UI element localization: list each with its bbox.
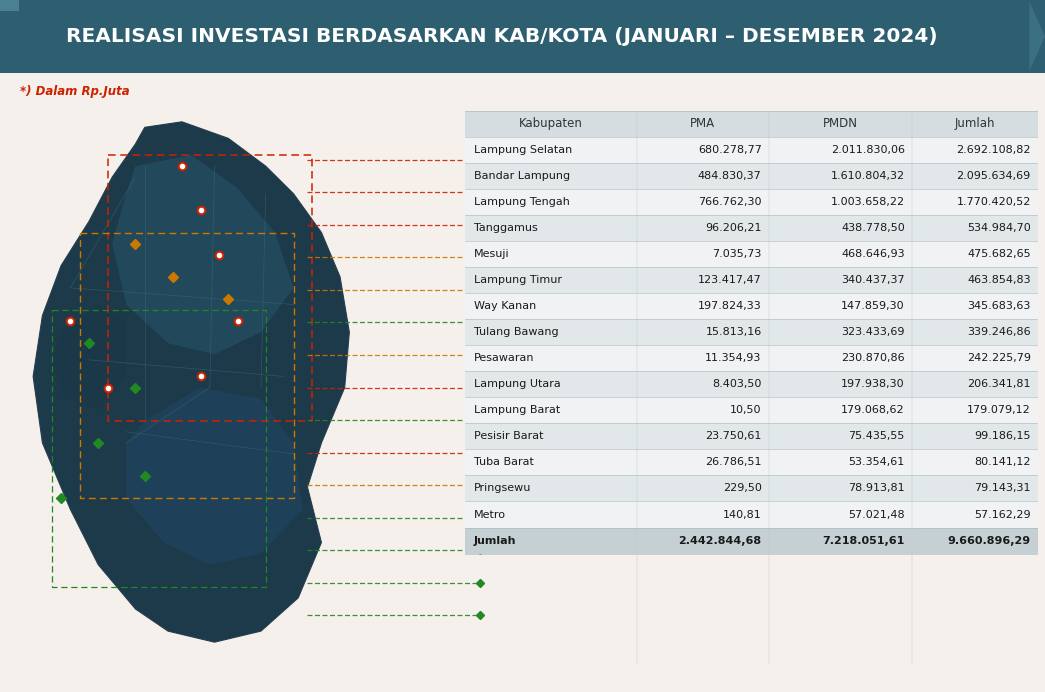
- Text: 26.786,51: 26.786,51: [705, 457, 762, 467]
- Text: 766.762,30: 766.762,30: [698, 197, 762, 207]
- Text: 147.859,30: 147.859,30: [841, 301, 905, 311]
- Text: Lampung Tengah: Lampung Tengah: [473, 197, 570, 207]
- Text: 2.692.108,82: 2.692.108,82: [956, 145, 1030, 155]
- Text: 230.870,86: 230.870,86: [841, 353, 905, 363]
- Polygon shape: [126, 388, 303, 565]
- FancyBboxPatch shape: [465, 527, 1038, 554]
- Text: Tulang Bawang: Tulang Bawang: [473, 327, 558, 337]
- FancyBboxPatch shape: [0, 0, 19, 11]
- Text: Mesuji: Mesuji: [473, 249, 509, 259]
- Text: Lampung Selatan: Lampung Selatan: [473, 145, 572, 155]
- Text: 475.682,65: 475.682,65: [968, 249, 1030, 259]
- Text: PMDN: PMDN: [822, 117, 858, 130]
- FancyBboxPatch shape: [465, 111, 1038, 137]
- Text: 57.162,29: 57.162,29: [974, 509, 1030, 520]
- FancyBboxPatch shape: [465, 241, 1038, 267]
- Text: REALISASI INVESTASI BERDASARKAN KAB/KOTA (JANUARI – DESEMBER 2024): REALISASI INVESTASI BERDASARKAN KAB/KOTA…: [66, 27, 937, 46]
- Text: Pesawaran: Pesawaran: [473, 353, 534, 363]
- Text: 79.143,31: 79.143,31: [974, 484, 1030, 493]
- Text: 99.186,15: 99.186,15: [974, 431, 1030, 441]
- FancyBboxPatch shape: [465, 137, 1038, 163]
- Text: Kabupaten: Kabupaten: [519, 117, 583, 130]
- Polygon shape: [112, 155, 294, 354]
- FancyBboxPatch shape: [465, 163, 1038, 189]
- Text: 345.683,63: 345.683,63: [968, 301, 1030, 311]
- Text: 7.218.051,61: 7.218.051,61: [822, 536, 905, 545]
- FancyBboxPatch shape: [465, 502, 1038, 527]
- Text: 2.095.634,69: 2.095.634,69: [956, 171, 1030, 181]
- Text: 1.770.420,52: 1.770.420,52: [956, 197, 1030, 207]
- Text: 57.021,48: 57.021,48: [849, 509, 905, 520]
- Text: 78.913,81: 78.913,81: [849, 484, 905, 493]
- FancyBboxPatch shape: [465, 424, 1038, 449]
- Text: Jumlah: Jumlah: [954, 117, 995, 130]
- Text: 8.403,50: 8.403,50: [713, 379, 762, 390]
- Polygon shape: [33, 122, 349, 642]
- Text: 680.278,77: 680.278,77: [698, 145, 762, 155]
- Text: Way Kanan: Way Kanan: [473, 301, 536, 311]
- FancyBboxPatch shape: [465, 319, 1038, 345]
- Text: 10,50: 10,50: [730, 406, 762, 415]
- Text: Tuba Barat: Tuba Barat: [473, 457, 534, 467]
- Text: 7.035,73: 7.035,73: [713, 249, 762, 259]
- Text: 179.068,62: 179.068,62: [841, 406, 905, 415]
- Text: 468.646,93: 468.646,93: [841, 249, 905, 259]
- FancyBboxPatch shape: [465, 475, 1038, 502]
- Text: 438.778,50: 438.778,50: [841, 223, 905, 233]
- Text: 1.003.658,22: 1.003.658,22: [831, 197, 905, 207]
- Text: 11.354,93: 11.354,93: [705, 353, 762, 363]
- Text: Lampung Utara: Lampung Utara: [473, 379, 560, 390]
- Text: 1.610.804,32: 1.610.804,32: [831, 171, 905, 181]
- Text: 15.813,16: 15.813,16: [705, 327, 762, 337]
- Text: 123.417,47: 123.417,47: [698, 275, 762, 285]
- Text: 23.750,61: 23.750,61: [705, 431, 762, 441]
- Text: 197.824,33: 197.824,33: [698, 301, 762, 311]
- Text: 75.435,55: 75.435,55: [849, 431, 905, 441]
- FancyBboxPatch shape: [465, 449, 1038, 475]
- Text: PMA: PMA: [690, 117, 715, 130]
- Text: Bandar Lampung: Bandar Lampung: [473, 171, 570, 181]
- Text: Pringsewu: Pringsewu: [473, 484, 531, 493]
- FancyBboxPatch shape: [0, 0, 1045, 73]
- Text: 242.225,79: 242.225,79: [967, 353, 1030, 363]
- Text: 534.984,70: 534.984,70: [967, 223, 1030, 233]
- Text: Metro: Metro: [473, 509, 506, 520]
- Text: 484.830,37: 484.830,37: [698, 171, 762, 181]
- Text: 2.442.844,68: 2.442.844,68: [678, 536, 762, 545]
- FancyBboxPatch shape: [465, 267, 1038, 293]
- FancyBboxPatch shape: [465, 371, 1038, 397]
- Text: Tanggamus: Tanggamus: [473, 223, 537, 233]
- Text: 229,50: 229,50: [723, 484, 762, 493]
- Text: 80.141,12: 80.141,12: [974, 457, 1030, 467]
- Text: 197.938,30: 197.938,30: [841, 379, 905, 390]
- Text: 96.206,21: 96.206,21: [705, 223, 762, 233]
- Text: Lampung Timur: Lampung Timur: [473, 275, 561, 285]
- Text: 9.660.896,29: 9.660.896,29: [948, 536, 1030, 545]
- Polygon shape: [1029, 1, 1045, 71]
- Text: 140,81: 140,81: [723, 509, 762, 520]
- Text: 53.354,61: 53.354,61: [849, 457, 905, 467]
- Text: 339.246,86: 339.246,86: [968, 327, 1030, 337]
- Text: 2.011.830,06: 2.011.830,06: [831, 145, 905, 155]
- FancyBboxPatch shape: [465, 397, 1038, 424]
- Text: 206.341,81: 206.341,81: [968, 379, 1030, 390]
- FancyBboxPatch shape: [465, 345, 1038, 371]
- Polygon shape: [52, 304, 126, 410]
- Text: 323.433,69: 323.433,69: [841, 327, 905, 337]
- FancyBboxPatch shape: [465, 215, 1038, 241]
- Text: *) Dalam Rp.Juta: *) Dalam Rp.Juta: [20, 85, 130, 98]
- Text: Pesisir Barat: Pesisir Barat: [473, 431, 543, 441]
- Text: Lampung Barat: Lampung Barat: [473, 406, 560, 415]
- FancyBboxPatch shape: [465, 293, 1038, 319]
- Text: 179.079,12: 179.079,12: [967, 406, 1030, 415]
- Text: Jumlah: Jumlah: [473, 536, 516, 545]
- Text: 463.854,83: 463.854,83: [968, 275, 1030, 285]
- FancyBboxPatch shape: [465, 189, 1038, 215]
- Text: 340.437,37: 340.437,37: [841, 275, 905, 285]
